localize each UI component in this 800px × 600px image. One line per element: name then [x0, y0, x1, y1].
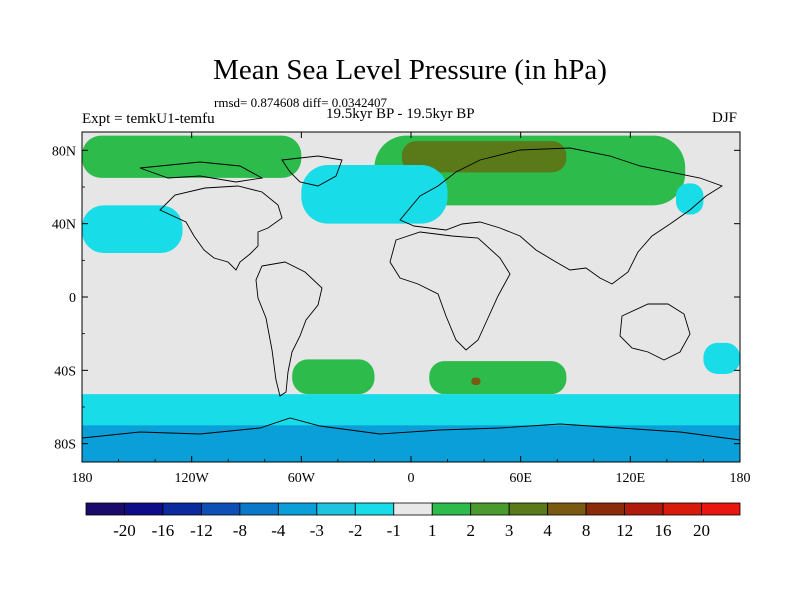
colorbar-label: 8 [582, 521, 591, 540]
region-siberia-core [401, 141, 567, 173]
y-tick-label: 80S [54, 438, 76, 453]
region-antarctic-coast [82, 425, 740, 462]
y-tick-label: 0 [69, 291, 76, 306]
x-tick-label: 0 [408, 471, 415, 486]
colorbar-swatch [162, 502, 202, 516]
coastline-greenland [281, 155, 343, 187]
region-east-asia-negative [676, 183, 704, 215]
colorbar-swatch [431, 502, 472, 516]
coastline-arctic-canada [139, 161, 264, 183]
colorbar-label: -20 [113, 521, 136, 540]
colorbar-label: 3 [505, 521, 514, 540]
region-north-pacific-negative [82, 205, 183, 253]
y-tick-label: 40S [54, 364, 76, 379]
x-tick-label: 120W [175, 471, 210, 486]
anomaly-fields [82, 135, 740, 462]
x-tick-label: 180 [72, 471, 93, 486]
colorbar-label: -8 [233, 521, 247, 540]
region-south-indian-core [471, 377, 481, 385]
colorbar-swatch [547, 502, 587, 516]
region-arctic-canada-positive [82, 135, 302, 178]
colorbar-swatch [508, 502, 549, 516]
region-south-indian-high [429, 361, 567, 395]
colorbar-swatch [201, 502, 241, 516]
colorbar-label: -16 [152, 521, 175, 540]
region-north-atlantic-negative [301, 165, 448, 224]
map-area [82, 132, 740, 462]
colorbar-swatch [701, 502, 741, 516]
colorbar-swatch [354, 502, 395, 516]
y-tick-label: 80N [52, 144, 76, 159]
colorbar-swatch [124, 502, 164, 516]
coastline-australia [619, 303, 691, 361]
x-tick-label: 120E [616, 471, 646, 486]
colorbar-swatch [85, 502, 125, 516]
colorbar-swatch [470, 502, 510, 516]
coastline-south-america [255, 261, 323, 397]
colorbar-label: -2 [348, 521, 362, 540]
colorbar-swatch [316, 502, 356, 516]
coastline-north-america [159, 185, 283, 271]
coastline-antarctica [82, 417, 740, 441]
stats-text: rmsd= 0.874608 diff= 0.0342407 [214, 95, 387, 110]
colorbar-label: 4 [543, 521, 552, 540]
experiment-label: Expt = temkU1-temfu [82, 111, 215, 127]
colorbar-swatch [277, 502, 318, 516]
colorbar-label: 1 [428, 521, 437, 540]
chart-title: Mean Sea Level Pressure (in hPa) [213, 54, 607, 86]
season-label: DJF [712, 110, 738, 126]
colorbar-label: -3 [310, 521, 324, 540]
colorbar-swatch [585, 502, 625, 516]
coastline-eurasia [399, 147, 724, 285]
colorbar-label: -12 [190, 521, 213, 540]
colorbar-label: 2 [466, 521, 475, 540]
region-south-america-high [292, 359, 375, 395]
colorbar-label: -1 [387, 521, 401, 540]
colorbar-swatch [239, 502, 279, 516]
colorbar-label: 16 [655, 521, 672, 540]
colorbar-swatch [662, 502, 702, 516]
colorbar-swatch [624, 502, 664, 516]
colorbar-label: 12 [616, 521, 633, 540]
region-australia-east-negative [703, 342, 740, 374]
colorbar-label: 20 [693, 521, 710, 540]
x-tick-label: 180 [730, 471, 751, 486]
axes: 180 120W 60W 0 60E 120E 180 80N 40N 0 40S 80S [52, 132, 751, 486]
colorbar-label: -4 [271, 521, 286, 540]
coastline-africa [389, 231, 511, 351]
colorbar: -20 -16 -12 -8 -4 -3 -2 -1 1 2 3 4 8 12 16 20 [85, 502, 741, 540]
chart-subtitle: 19.5kyr BP - 19.5kyr BP [326, 106, 475, 122]
x-tick-label: 60W [288, 471, 316, 486]
colorbar-swatch [393, 502, 433, 516]
x-tick-label: 60E [509, 471, 532, 486]
y-tick-label: 40N [52, 218, 76, 233]
